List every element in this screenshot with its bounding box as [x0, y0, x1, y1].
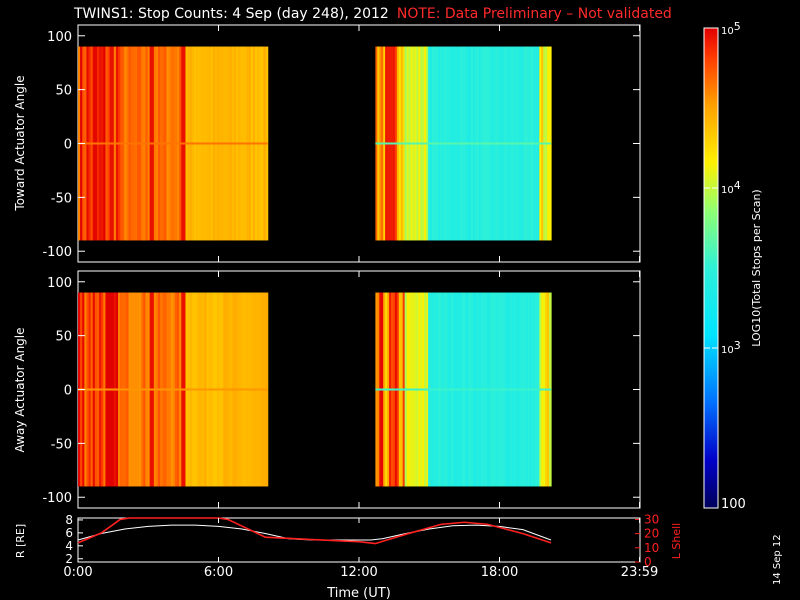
colorbar-scale: [703, 27, 719, 509]
y-tick-label: 50: [55, 84, 72, 99]
chart-title: TWINS1: Stop Counts: 4 Sep (day 248), 20…: [74, 6, 672, 22]
colorbar: 105 104 103 100 LOG10(Total Stops per Scan): [703, 20, 763, 512]
toward-heatmap: [78, 46, 552, 241]
date-stamp: 14 Sep 12: [772, 534, 783, 585]
r-tick-label: 4: [65, 539, 73, 553]
y-tick-label: -100: [42, 491, 72, 506]
toward-panel: 100 50 0 -50 -100 Toward Actuator Angle: [13, 24, 641, 263]
r-tick-label: 6: [65, 526, 73, 540]
y-tick-label: -50: [51, 437, 72, 452]
x-tick-label: 6:00: [204, 565, 233, 580]
lshell-tick-label: 0: [644, 555, 652, 569]
x-tick-label: 12:00: [340, 565, 377, 580]
away-panel: 100 50 0 -50 -100 Away Actuator Angle: [13, 270, 641, 509]
colorbar-tick-label: 103: [721, 339, 741, 356]
y-tick-label: 0: [64, 384, 72, 399]
orbit-x-axis: 0:00 6:00 12:00 18:00 23:59: [63, 518, 658, 580]
colorbar-tick-label: 105: [721, 20, 741, 37]
toward-y-axis: 100 50 0 -50 -100: [42, 25, 641, 262]
colorbar-tick-label: 104: [721, 179, 741, 196]
toward-ylabel: Toward Actuator Angle: [13, 75, 27, 211]
preliminary-note: NOTE: Data Preliminary – Not validated: [396, 6, 672, 22]
x-tick-label: 18:00: [481, 565, 518, 580]
y-tick-label: 100: [47, 30, 72, 45]
away-heatmap: [78, 292, 552, 487]
r-tick-label: 8: [65, 513, 73, 527]
title-text: TWINS1: Stop Counts: 4 Sep (day 248), 20…: [74, 6, 389, 22]
away-y-axis: 100 50 0 -50 -100: [42, 271, 641, 508]
colorbar-label: LOG10(Total Stops per Scan): [750, 189, 763, 346]
orbit-right-label: L Shell: [670, 523, 683, 559]
x-tick-label: 23:59: [621, 565, 658, 580]
lshell-tick-label: 30: [644, 512, 659, 526]
r-line: [77, 524, 552, 541]
colorbar-tick-label: 100: [721, 497, 746, 512]
lshell-line: [77, 517, 552, 545]
orbit-left-label: R [RE]: [14, 524, 27, 558]
lshell-tick-label: 10: [644, 541, 659, 555]
y-tick-label: -100: [42, 245, 72, 260]
away-ylabel: Away Actuator Angle: [13, 327, 27, 452]
y-tick-label: 0: [64, 138, 72, 153]
x-tick-label: 0:00: [63, 565, 92, 580]
y-tick-label: 100: [47, 276, 72, 291]
y-tick-label: -50: [51, 191, 72, 206]
orbit-lines: [77, 517, 552, 545]
y-tick-label: 50: [55, 330, 72, 345]
r-tick-label: 2: [65, 552, 73, 566]
x-axis-label: Time (UT): [326, 586, 391, 600]
lshell-tick-label: 20: [644, 527, 659, 541]
